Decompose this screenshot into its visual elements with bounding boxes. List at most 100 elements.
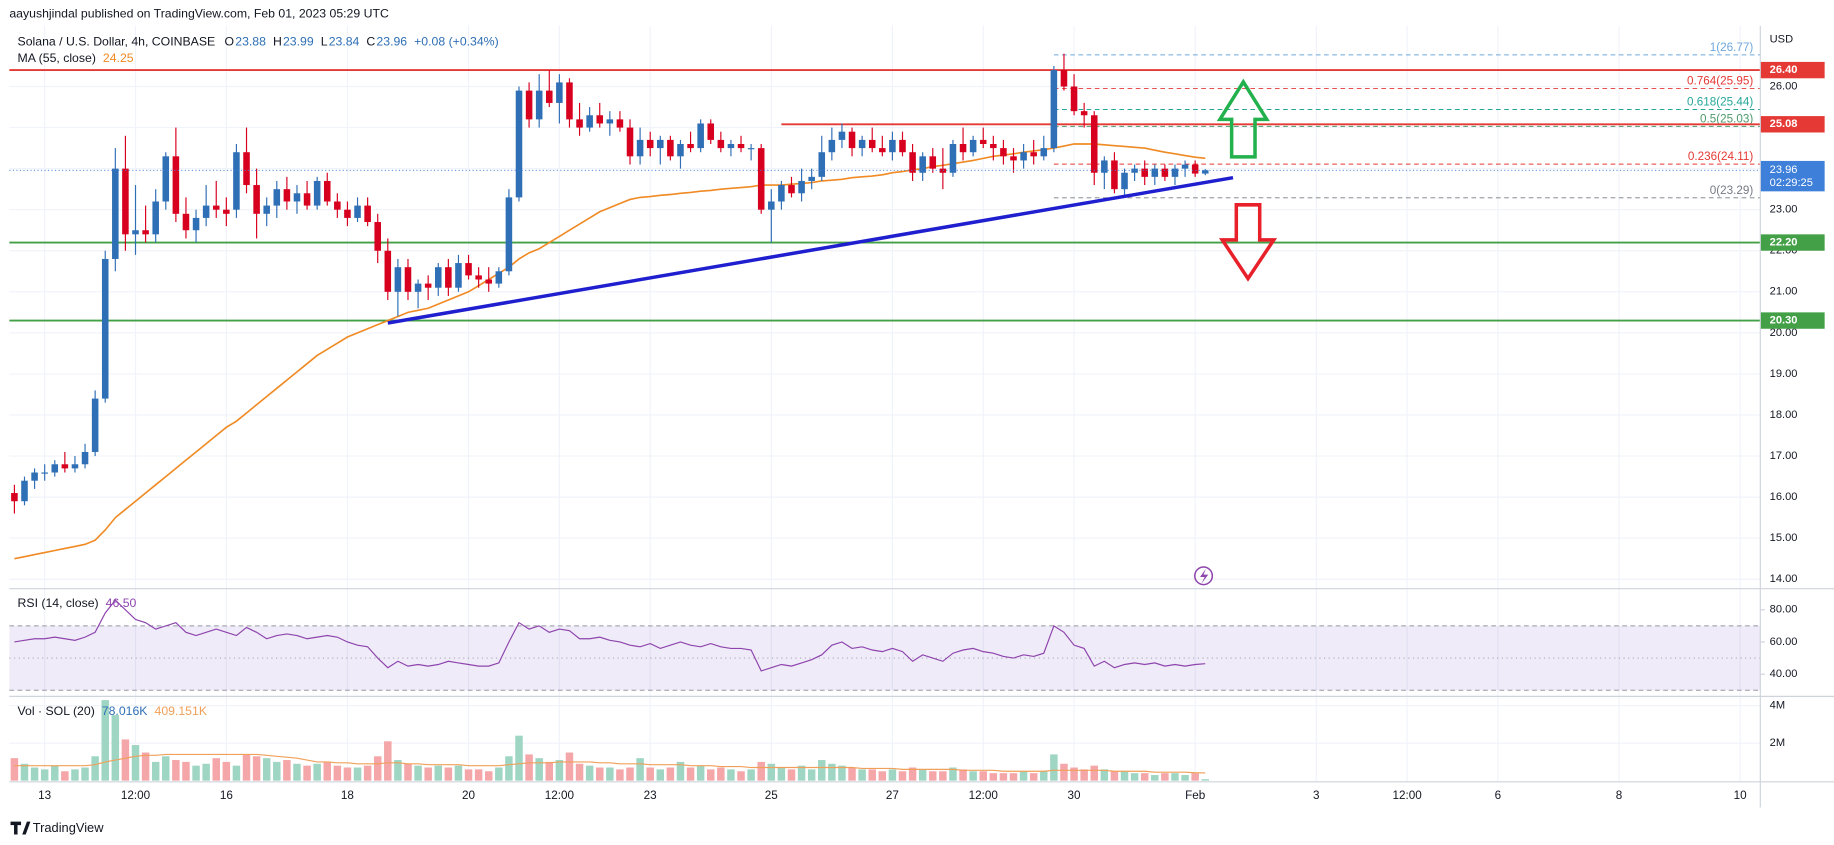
volume-bar [1191,773,1199,781]
x-tick-label: 10 [1734,789,1747,802]
candle-body [1080,111,1088,116]
volume-bar [1151,775,1159,781]
candle-body [535,90,543,120]
candle-body [757,148,765,210]
candle-body [737,144,745,149]
volume-bar [908,767,917,781]
volume-bar [858,769,866,781]
candle-body [1020,152,1027,161]
candle-body [858,139,866,149]
volume-bar [242,754,251,781]
candle-body [596,115,604,124]
x-tick-label: 8 [1616,789,1623,802]
volume-bar [353,767,362,781]
level-tag-label: 22.20 [1770,236,1798,248]
volume-bar [626,767,634,781]
candle-body [101,258,109,399]
volume-bar [484,771,493,781]
candle-body [1201,170,1209,174]
candle-body [51,464,59,473]
volume-bar [1110,771,1119,781]
y-tick-label: 40.00 [1770,668,1798,680]
volume-bar [252,756,261,781]
volume-bar [192,765,200,781]
candle-body [1141,168,1148,177]
volume-bar [71,769,79,781]
candle-body [929,156,937,169]
volume-bar [384,741,392,781]
candle-body [212,205,220,210]
fib-label: 0(23.29) [1710,184,1754,197]
volume-bar [1009,773,1018,781]
volume-bar [727,769,735,781]
candle-body [334,201,341,210]
volume-bar [707,769,715,781]
volume-bar [373,756,382,781]
volume-bar [1201,779,1209,781]
volume-bar [737,771,745,781]
volume-bar [51,765,59,781]
x-tick-label: 20 [462,789,475,802]
candle-body [677,144,684,157]
ma-legend-value: 24.25 [103,51,134,65]
candle-body [828,139,836,153]
candle-body [1030,152,1037,157]
x-tick-label: 12:00 [969,789,999,802]
candle-body [959,144,967,153]
candle-body [1171,168,1179,177]
volume-bar [424,767,432,781]
rsi-line [14,599,1206,672]
volume-bar [81,767,89,781]
candle-body [657,139,664,149]
volume-bar [333,765,342,781]
volume-bar [495,767,503,781]
footer-brand: TradingView [33,820,104,835]
volume-bar [1130,773,1139,781]
moving-average [14,143,1206,560]
volume-bar [363,765,372,781]
volume-bar [969,771,977,781]
event-icon[interactable] [1194,566,1214,586]
candle-body [707,123,715,140]
down-arrow [1218,203,1278,282]
x-tick-label: 12:00 [545,789,575,802]
volume-bar [1050,754,1058,781]
y-tick-label: 23.00 [1770,204,1798,216]
volume-bar [777,767,786,781]
volume-bar [1019,771,1028,781]
volume-bar [696,765,705,781]
candle-body [768,201,775,210]
legend-value: 23.88 [235,34,266,48]
volume-bar [182,761,190,781]
y-tick-label: 17.00 [1770,450,1798,462]
legend-value: 23.84 [329,34,360,48]
candle-body [586,115,593,128]
candle-body [788,185,795,194]
volume-bar [949,767,957,781]
candle-body [1000,148,1007,157]
volume-bar [828,763,836,781]
volume-bar [515,735,523,781]
candle-body [606,119,614,124]
volume-bar [545,761,554,781]
volume-bar [878,771,887,781]
y-tick-label: 21.00 [1770,286,1798,298]
legend-key: H [273,34,282,48]
last-price-tag [1760,160,1825,192]
volume-bar [303,765,311,781]
volume-bar [232,765,241,781]
volume-bar [414,765,422,781]
candle-body [1101,160,1108,173]
volume-legend-value: 78.016K [102,704,149,718]
volume-bar [1070,767,1078,781]
candle-body [61,464,69,469]
candle-body [21,480,28,502]
volume-bar [666,767,675,781]
fib-label: 0.618(25.44) [1687,96,1753,109]
candle-body [808,176,815,181]
volume-bar [162,756,170,781]
legend-title: Solana / U.S. Dollar, 4h, COINBASE [18,34,216,48]
candle-body [485,279,493,284]
candle-body [192,217,200,231]
